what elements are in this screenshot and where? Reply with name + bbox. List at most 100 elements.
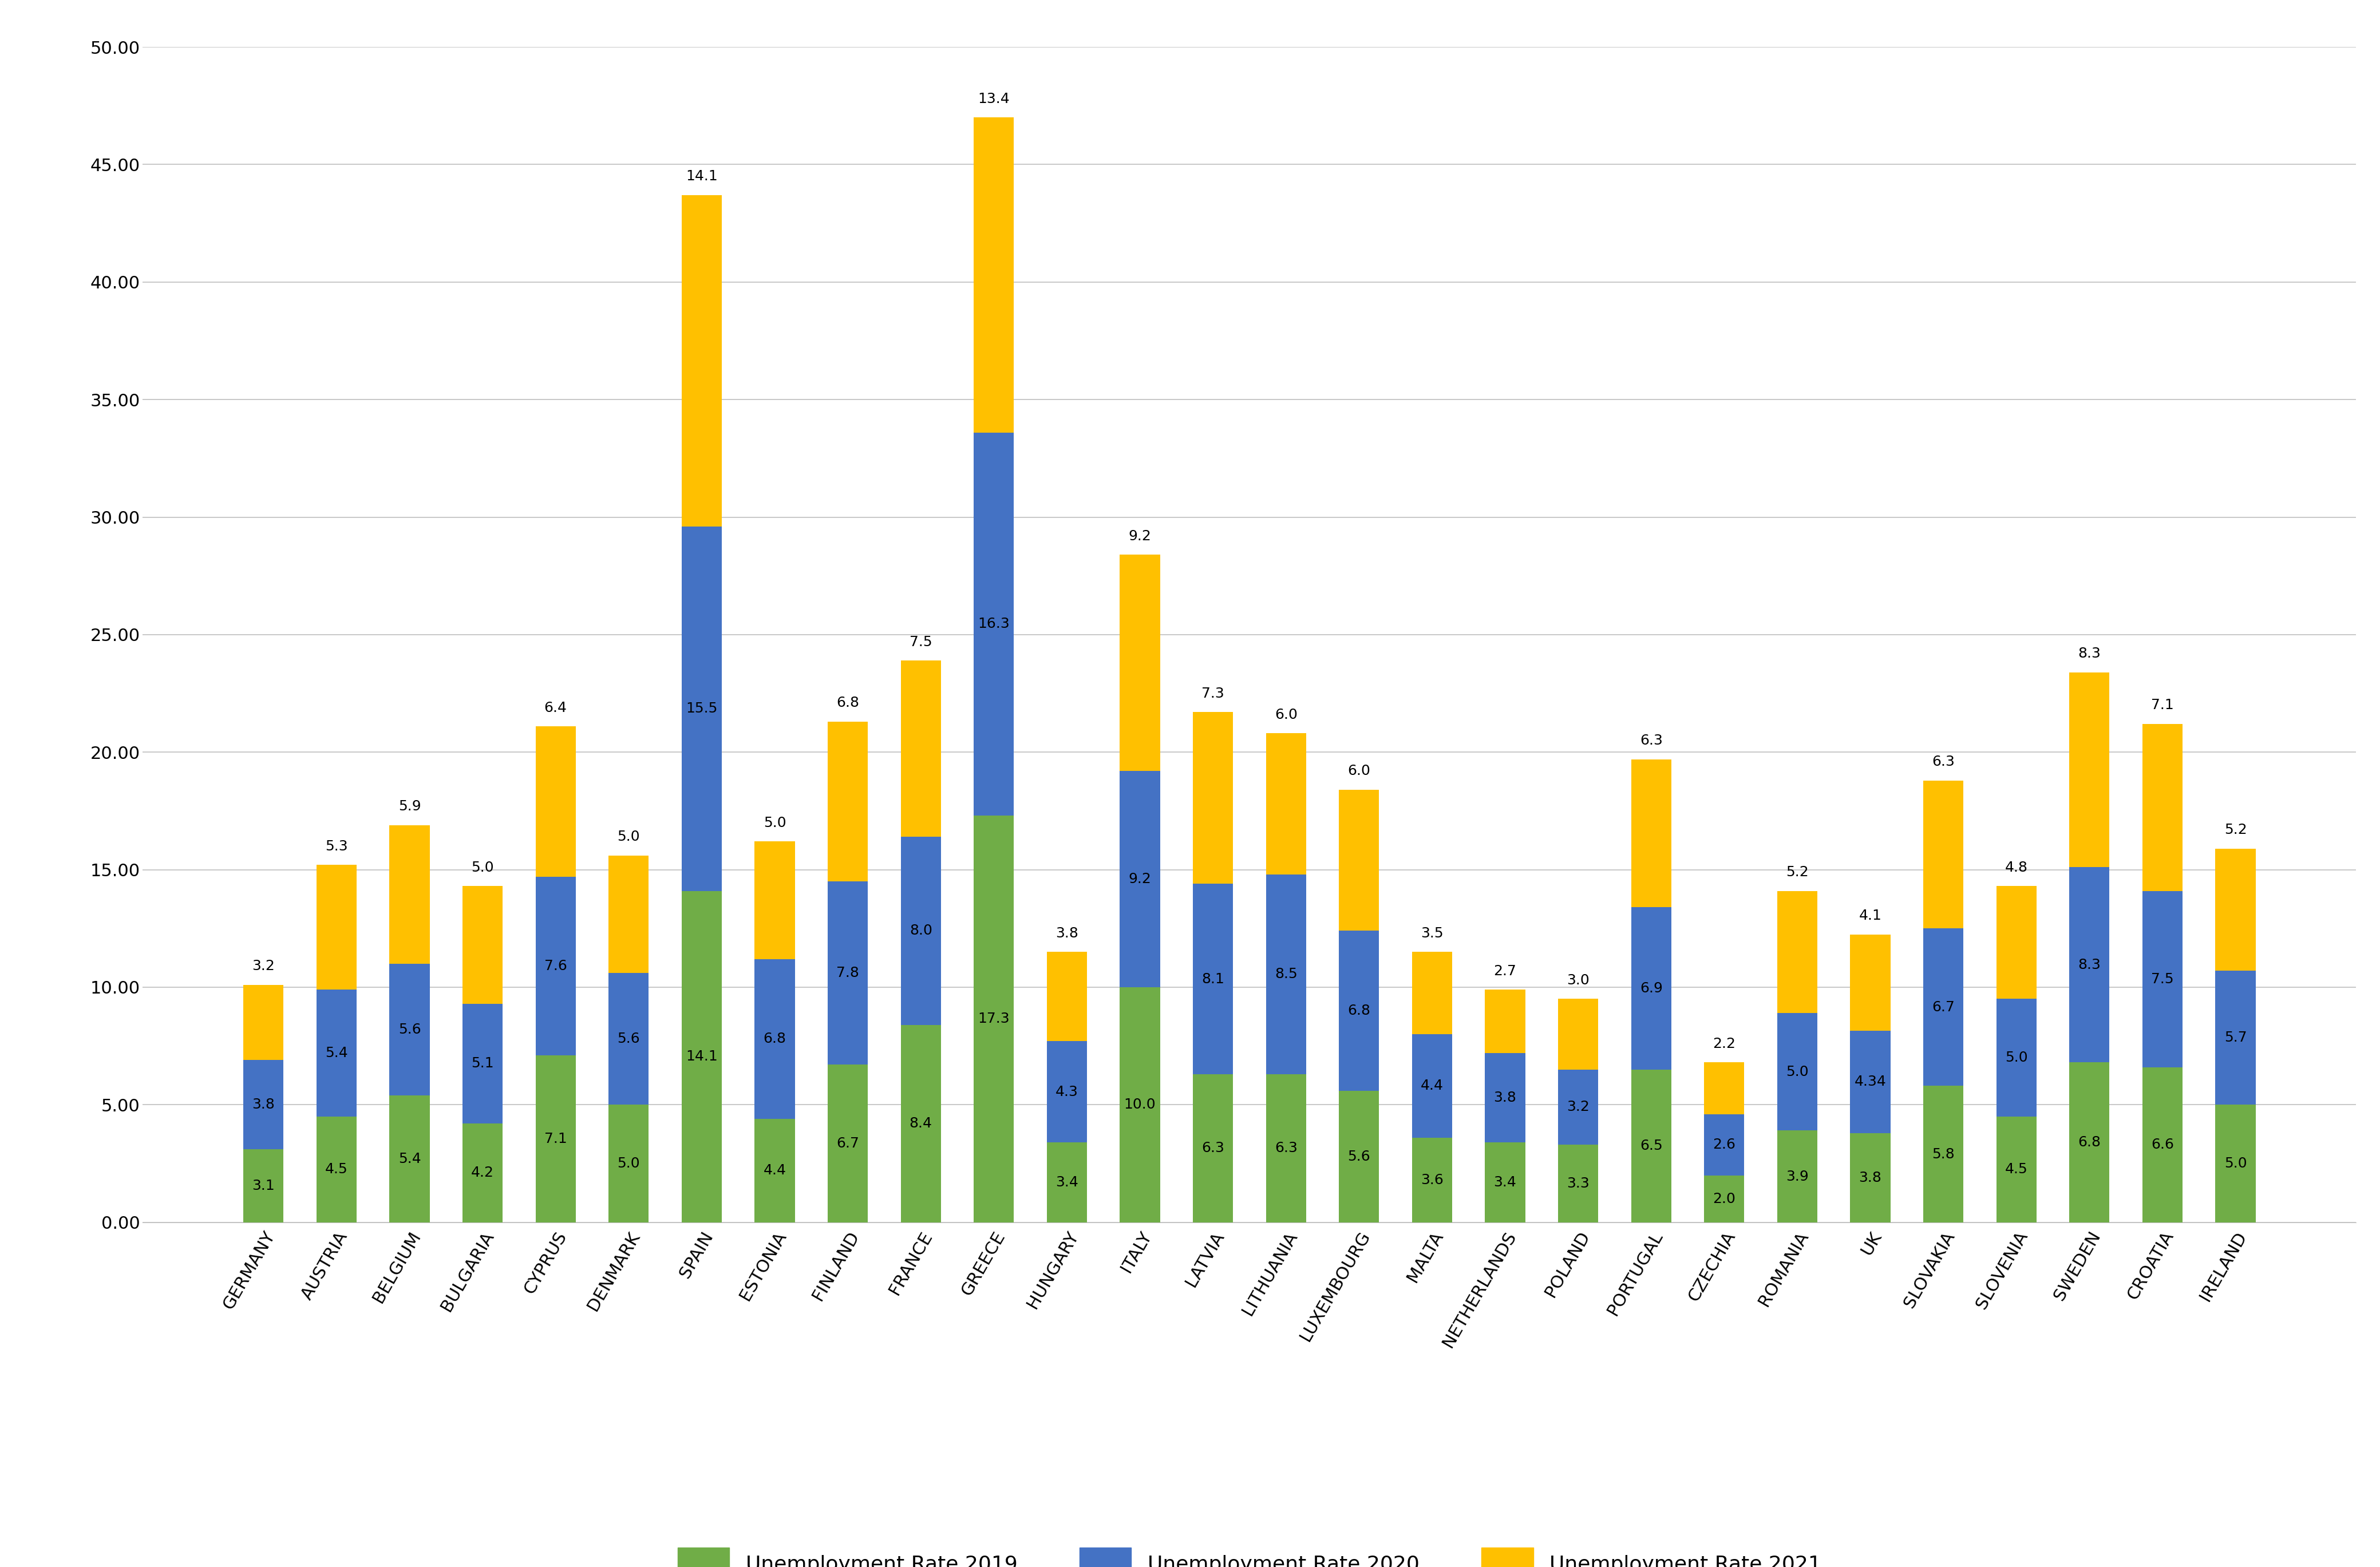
Text: 17.3: 17.3: [978, 1012, 1009, 1026]
Bar: [828, 881, 869, 1066]
Text: 6.5: 6.5: [1640, 1139, 1664, 1153]
Bar: [609, 973, 650, 1105]
Bar: [2068, 672, 2109, 868]
Bar: [1121, 555, 1159, 771]
Bar: [1266, 733, 1307, 874]
Text: 6.8: 6.8: [764, 1033, 785, 1045]
Text: 3.6: 3.6: [1421, 1174, 1445, 1186]
Bar: [1849, 1133, 1890, 1222]
Bar: [243, 1150, 283, 1222]
Bar: [462, 887, 502, 1004]
Text: 8.5: 8.5: [1276, 967, 1297, 981]
Text: 5.0: 5.0: [764, 816, 785, 831]
Bar: [1485, 990, 1526, 1053]
Text: 6.9: 6.9: [1640, 981, 1664, 995]
Bar: [243, 1059, 283, 1150]
Bar: [2216, 970, 2256, 1105]
Bar: [2142, 890, 2182, 1067]
Text: 8.1: 8.1: [1202, 972, 1223, 986]
Bar: [973, 432, 1014, 815]
Bar: [973, 118, 1014, 432]
Bar: [243, 986, 283, 1059]
Text: 5.0: 5.0: [2004, 1051, 2028, 1064]
Bar: [681, 890, 721, 1222]
Bar: [390, 1095, 431, 1222]
Text: 3.8: 3.8: [1054, 926, 1078, 940]
Bar: [828, 721, 869, 881]
Bar: [1485, 1142, 1526, 1222]
Text: 3.8: 3.8: [1495, 1091, 1516, 1105]
Bar: [1849, 934, 1890, 1031]
Text: 5.0: 5.0: [471, 860, 495, 874]
Text: 6.8: 6.8: [2078, 1136, 2102, 1149]
Bar: [390, 964, 431, 1095]
Text: 4.2: 4.2: [471, 1166, 495, 1180]
Text: 4.8: 4.8: [2004, 860, 2028, 874]
Text: 3.1: 3.1: [252, 1178, 274, 1192]
Text: 5.6: 5.6: [1347, 1150, 1371, 1163]
Text: 7.8: 7.8: [835, 967, 859, 979]
Text: 5.0: 5.0: [616, 1156, 640, 1171]
Text: 13.4: 13.4: [978, 92, 1009, 107]
Text: 14.1: 14.1: [685, 1050, 719, 1064]
Text: 2.0: 2.0: [1714, 1192, 1735, 1205]
Bar: [2216, 849, 2256, 972]
Bar: [1411, 951, 1452, 1034]
Text: 5.0: 5.0: [616, 831, 640, 843]
Text: 3.4: 3.4: [1495, 1175, 1516, 1189]
Text: 5.0: 5.0: [1785, 1066, 1809, 1078]
Bar: [1559, 1144, 1599, 1222]
Bar: [2068, 868, 2109, 1062]
Bar: [1630, 760, 1671, 907]
Text: 5.3: 5.3: [326, 840, 347, 852]
Bar: [1121, 771, 1159, 987]
Text: 3.4: 3.4: [1054, 1175, 1078, 1189]
Bar: [536, 1056, 576, 1222]
Bar: [754, 841, 795, 959]
Bar: [1266, 874, 1307, 1075]
Bar: [1923, 780, 1963, 928]
Text: 6.4: 6.4: [545, 700, 566, 715]
Bar: [681, 194, 721, 527]
Bar: [1266, 1075, 1307, 1222]
Text: 4.5: 4.5: [326, 1163, 347, 1177]
Bar: [1704, 1062, 1745, 1114]
Bar: [1559, 1070, 1599, 1144]
Text: 4.5: 4.5: [2004, 1163, 2028, 1177]
Bar: [1047, 1142, 1088, 1222]
Text: 2.6: 2.6: [1714, 1138, 1735, 1152]
Text: 7.3: 7.3: [1202, 686, 1223, 700]
Text: 10.0: 10.0: [1123, 1098, 1157, 1111]
Text: 3.3: 3.3: [1566, 1177, 1590, 1191]
Bar: [1192, 1075, 1233, 1222]
Text: 3.2: 3.2: [1566, 1100, 1590, 1114]
Bar: [609, 856, 650, 973]
Text: 8.3: 8.3: [2078, 957, 2102, 972]
Text: 9.2: 9.2: [1128, 873, 1152, 885]
Bar: [609, 1105, 650, 1222]
Text: 7.5: 7.5: [909, 635, 933, 649]
Text: 6.7: 6.7: [835, 1136, 859, 1150]
Text: 5.9: 5.9: [397, 799, 421, 813]
Bar: [536, 727, 576, 878]
Bar: [1340, 1091, 1378, 1222]
Text: 14.1: 14.1: [685, 169, 719, 183]
Text: 7.1: 7.1: [2152, 699, 2173, 713]
Text: 5.8: 5.8: [1933, 1147, 1954, 1161]
Bar: [754, 1119, 795, 1222]
Bar: [1047, 1042, 1088, 1142]
Bar: [462, 1004, 502, 1124]
Bar: [1192, 884, 1233, 1075]
Bar: [900, 661, 940, 837]
Bar: [900, 837, 940, 1025]
Bar: [1923, 1086, 1963, 1222]
Text: 5.6: 5.6: [397, 1023, 421, 1036]
Bar: [754, 959, 795, 1119]
Text: 5.6: 5.6: [616, 1033, 640, 1045]
Bar: [317, 865, 357, 990]
Text: 2.7: 2.7: [1495, 964, 1516, 978]
Bar: [1704, 1175, 1745, 1222]
Text: 7.6: 7.6: [545, 959, 566, 973]
Text: 6.8: 6.8: [1347, 1004, 1371, 1017]
Bar: [1411, 1138, 1452, 1222]
